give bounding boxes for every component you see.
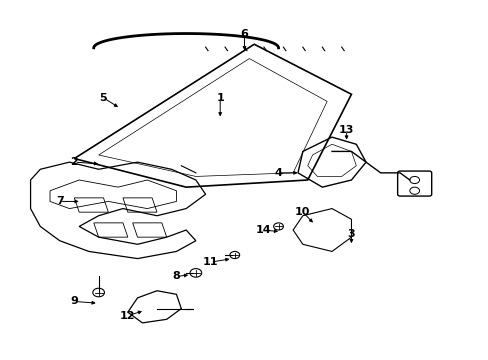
Text: 10: 10: [295, 207, 310, 217]
Text: 3: 3: [347, 229, 355, 239]
Text: 13: 13: [338, 125, 354, 135]
Text: 6: 6: [240, 28, 248, 39]
Text: 1: 1: [216, 93, 224, 103]
Text: 5: 5: [100, 93, 107, 103]
Text: 8: 8: [172, 271, 180, 282]
Text: 9: 9: [70, 296, 78, 306]
Text: 4: 4: [274, 168, 282, 178]
Text: 11: 11: [203, 257, 218, 267]
Text: 2: 2: [70, 157, 78, 167]
Text: 7: 7: [56, 197, 63, 206]
Text: 14: 14: [256, 225, 271, 235]
Text: 12: 12: [120, 311, 135, 321]
